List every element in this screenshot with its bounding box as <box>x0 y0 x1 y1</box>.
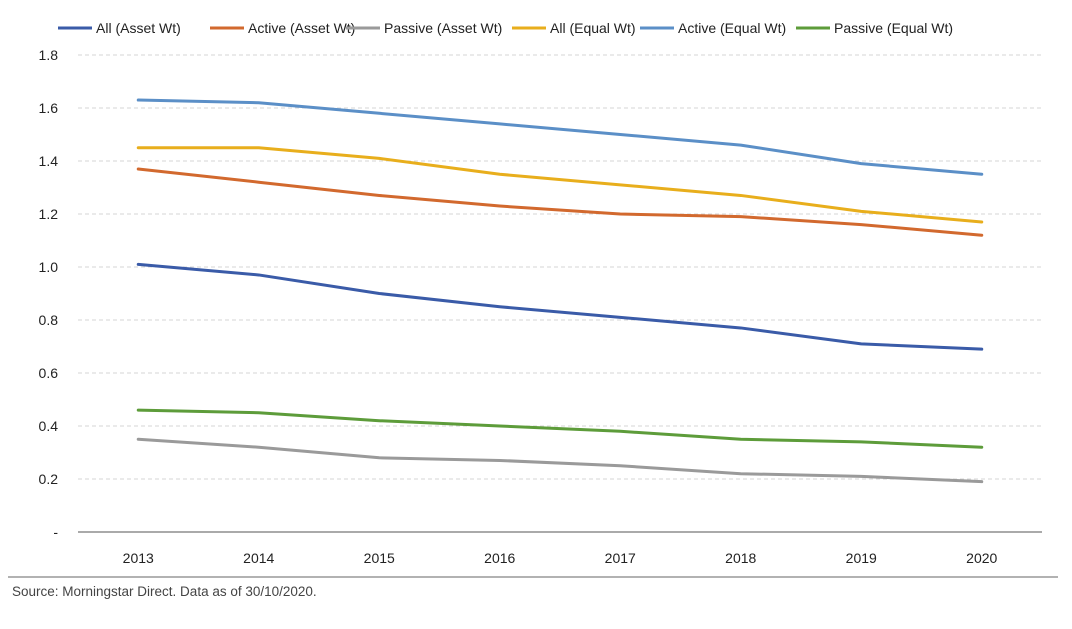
legend-label: Active (Equal Wt) <box>678 20 786 36</box>
series-line <box>136 437 984 484</box>
x-tick-label: 2015 <box>364 550 395 566</box>
series-line <box>136 262 984 351</box>
legend-item: Active (Asset Wt) <box>210 20 355 36</box>
y-tick-label: 0.2 <box>39 471 59 487</box>
y-tick-label: 1.4 <box>39 153 59 169</box>
legend: All (Asset Wt) Active (Asset Wt) Passive (… <box>58 20 953 36</box>
y-tick-label: 1.2 <box>39 206 59 222</box>
x-tick-label: 2014 <box>243 550 274 566</box>
y-tick-label: 0.4 <box>39 418 59 434</box>
y-tick-label: 0.8 <box>39 312 59 328</box>
legend-label: Passive (Equal Wt) <box>834 20 953 36</box>
y-axis-ticks: - 0.2 0.4 0.6 0.8 1.0 1.2 1.4 1.6 1.8 <box>39 47 59 540</box>
series-line <box>136 408 984 449</box>
legend-item: Passive (Equal Wt) <box>796 20 953 36</box>
legend-label: Active (Asset Wt) <box>248 20 355 36</box>
legend-item: All (Asset Wt) <box>58 20 181 36</box>
legend-item: Active (Equal Wt) <box>640 20 786 36</box>
y-tick-label: 1.6 <box>39 100 59 116</box>
legend-label: All (Asset Wt) <box>96 20 181 36</box>
x-tick-label: 2019 <box>846 550 877 566</box>
x-tick-label: 2013 <box>123 550 154 566</box>
legend-item: Passive (Asset Wt) <box>346 20 502 36</box>
y-tick-label: 1.8 <box>39 47 59 63</box>
x-tick-label: 2018 <box>725 550 756 566</box>
x-tick-label: 2020 <box>966 550 997 566</box>
series-lines <box>136 98 984 484</box>
x-tick-label: 2016 <box>484 550 515 566</box>
y-tick-label: - <box>53 524 58 540</box>
x-tick-label: 2017 <box>605 550 636 566</box>
series-line <box>136 146 984 224</box>
source-note: Source: Morningstar Direct. Data as of 3… <box>12 584 317 599</box>
series-line <box>136 98 984 176</box>
grid-lines <box>78 54 1042 480</box>
legend-item: All (Equal Wt) <box>512 20 636 36</box>
x-axis-ticks: 2013 2014 2015 2016 2017 2018 2019 2020 <box>123 550 998 566</box>
legend-label: All (Equal Wt) <box>550 20 636 36</box>
y-tick-label: 0.6 <box>39 365 59 381</box>
legend-label: Passive (Asset Wt) <box>384 20 502 36</box>
series-line <box>136 167 984 237</box>
y-tick-label: 1.0 <box>39 259 59 275</box>
